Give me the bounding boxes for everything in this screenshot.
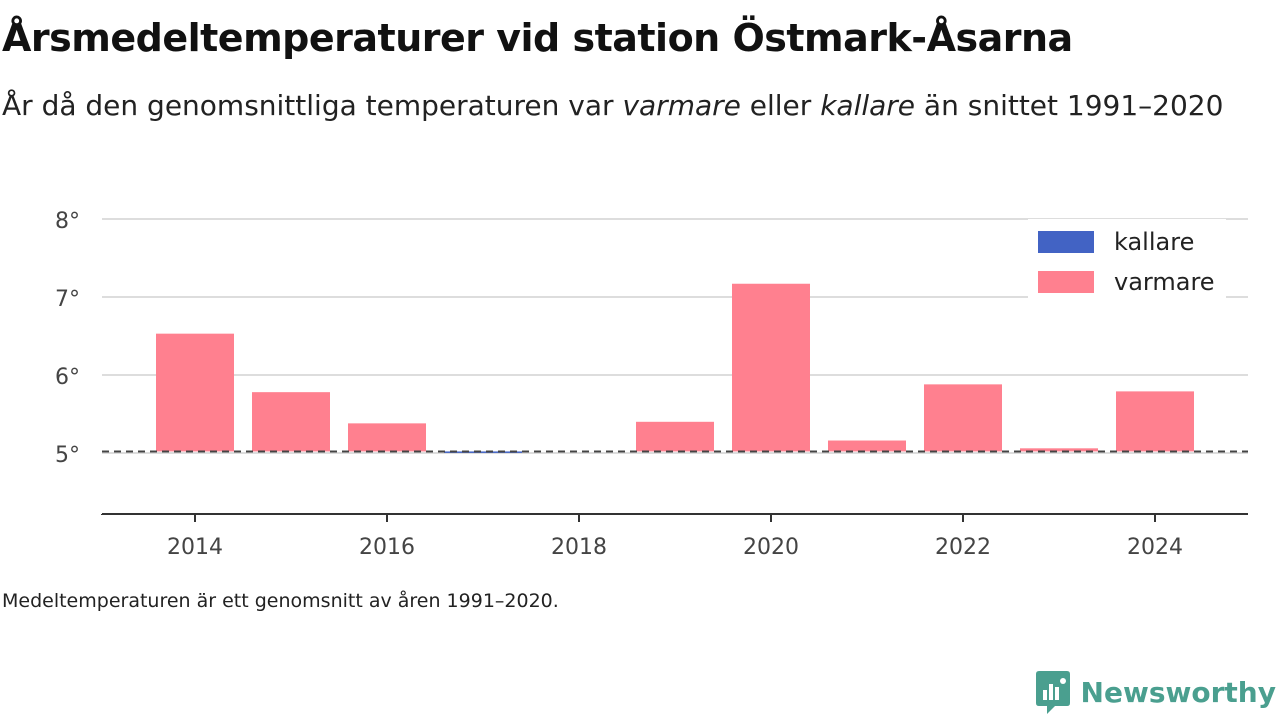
x-axis: 2014 2016 2018 2020 2022 2024 bbox=[101, 513, 1248, 560]
x-tick-label: 2018 bbox=[551, 535, 607, 560]
bar-2016 bbox=[348, 423, 426, 452]
legend: kallare varmare bbox=[1028, 219, 1226, 299]
subtitle-warmer-word: varmare bbox=[622, 89, 741, 122]
x-tick-label: 2020 bbox=[743, 535, 799, 560]
y-tick-label: 5° bbox=[55, 443, 80, 468]
temperature-bar-chart: 5° 6° 7° 8° 2014 2016 2018 2020 2022 2024 kallar… bbox=[55, 209, 1248, 560]
subtitle-text-middle: eller bbox=[740, 89, 821, 122]
newsworthy-logo-icon bbox=[1035, 671, 1070, 714]
bar-2015 bbox=[252, 392, 330, 452]
y-tick-label: 6° bbox=[55, 365, 80, 390]
legend-label-varmare: varmare bbox=[1114, 268, 1215, 296]
legend-label-kallare: kallare bbox=[1114, 228, 1194, 256]
bar-2023 bbox=[1020, 448, 1098, 452]
brand-logo: Newsworthy bbox=[1035, 668, 1276, 716]
bar-2024 bbox=[1116, 391, 1194, 452]
y-tick-label: 8° bbox=[55, 209, 80, 234]
subtitle-text-end: än snittet 1991–2020 bbox=[915, 89, 1224, 122]
bar-2017 bbox=[444, 451, 522, 453]
bar-2014 bbox=[156, 333, 234, 452]
bar-2022 bbox=[924, 384, 1002, 452]
footnote: Medeltemperaturen är ett genomsnitt av å… bbox=[2, 590, 559, 612]
y-tick-label: 7° bbox=[55, 287, 80, 312]
subtitle-colder-word: kallare bbox=[820, 89, 916, 122]
x-tick-label: 2022 bbox=[935, 535, 991, 560]
bars bbox=[156, 283, 1194, 453]
bar-2019 bbox=[636, 421, 714, 452]
legend-swatch-varmare bbox=[1038, 271, 1094, 293]
x-tick-label: 2014 bbox=[167, 535, 223, 560]
x-tick-label: 2024 bbox=[1127, 535, 1183, 560]
legend-swatch-kallare bbox=[1038, 231, 1094, 253]
bar-2021 bbox=[828, 440, 906, 452]
chart-subtitle: År då den genomsnittliga temperaturen va… bbox=[2, 84, 1242, 128]
chart-title: Årsmedeltemperaturer vid station Östmark… bbox=[2, 16, 1073, 60]
bar-2020 bbox=[732, 283, 810, 452]
x-tick-label: 2016 bbox=[359, 535, 415, 560]
brand-name: Newsworthy bbox=[1080, 675, 1276, 709]
subtitle-text-start: År då den genomsnittliga temperaturen va… bbox=[2, 89, 623, 122]
